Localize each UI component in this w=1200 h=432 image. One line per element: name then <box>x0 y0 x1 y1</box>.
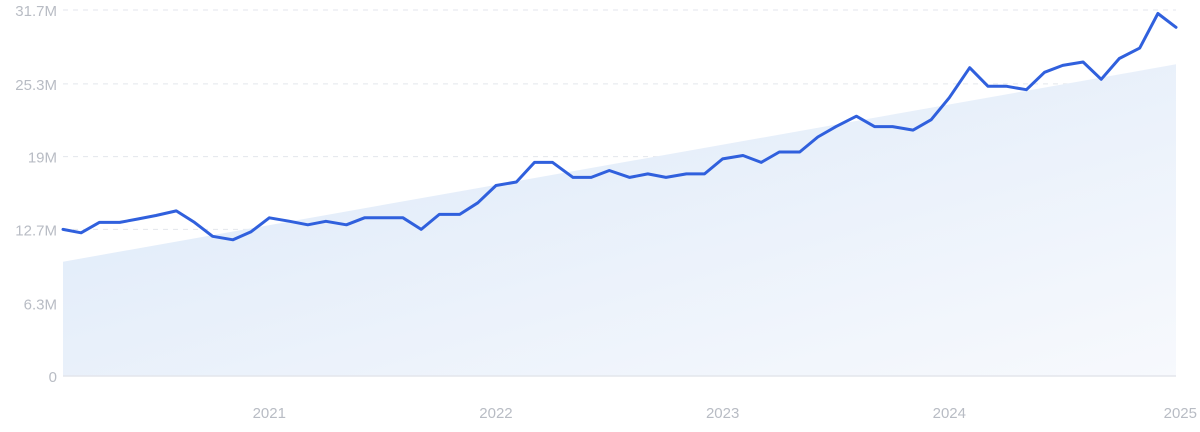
x-tick-label-1: 2022 <box>479 405 512 422</box>
data-point-29 <box>607 168 611 172</box>
data-point-15 <box>344 223 348 227</box>
data-point-39 <box>798 150 802 154</box>
data-point-25 <box>532 160 536 164</box>
y-tick-label-3: 19M <box>28 150 57 167</box>
data-point-5 <box>154 214 158 218</box>
data-point-27 <box>571 175 575 179</box>
data-point-23 <box>494 183 498 187</box>
data-point-1 <box>79 231 83 235</box>
data-point-10 <box>249 230 253 234</box>
y-axis-ticks: 0 6.3M 12.7M 19M 25.3M 31.7M <box>15 3 57 386</box>
data-point-36 <box>741 153 745 157</box>
data-point-6 <box>174 209 178 213</box>
data-point-32 <box>664 175 668 179</box>
data-point-54 <box>1081 60 1085 64</box>
data-point-58 <box>1156 11 1160 15</box>
data-point-4 <box>136 217 140 221</box>
x-tick-label-4: 2025 <box>1164 405 1197 422</box>
data-point-2 <box>97 220 101 224</box>
data-point-24 <box>514 180 518 184</box>
data-point-59 <box>1174 25 1178 29</box>
data-point-13 <box>306 223 310 227</box>
data-point-49 <box>986 84 990 88</box>
data-point-43 <box>873 125 877 129</box>
data-point-21 <box>458 212 462 216</box>
data-point-11 <box>267 216 271 220</box>
data-point-20 <box>437 212 441 216</box>
data-point-56 <box>1117 56 1121 60</box>
data-point-31 <box>646 172 650 176</box>
data-point-41 <box>834 125 838 129</box>
x-tick-label-0: 2021 <box>253 405 286 422</box>
data-point-52 <box>1043 70 1047 74</box>
data-point-40 <box>816 135 820 139</box>
data-point-55 <box>1099 77 1103 81</box>
data-point-46 <box>929 118 933 122</box>
x-tick-label-2: 2023 <box>706 405 739 422</box>
data-point-0 <box>61 227 65 231</box>
data-point-18 <box>401 216 405 220</box>
data-point-22 <box>476 201 480 205</box>
data-point-47 <box>947 96 951 100</box>
data-point-42 <box>854 114 858 118</box>
data-point-7 <box>192 220 196 224</box>
data-point-33 <box>684 172 688 176</box>
y-tick-label-4: 25.3M <box>15 77 57 94</box>
data-point-48 <box>968 66 972 70</box>
data-point-9 <box>231 238 235 242</box>
data-point-45 <box>911 128 915 132</box>
data-point-30 <box>628 175 632 179</box>
data-point-19 <box>419 227 423 231</box>
y-tick-label-1: 6.3M <box>24 296 57 313</box>
x-tick-label-3: 2024 <box>933 405 966 422</box>
data-point-12 <box>288 219 292 223</box>
data-point-57 <box>1138 46 1142 50</box>
data-point-26 <box>551 160 555 164</box>
data-point-38 <box>777 150 781 154</box>
data-point-44 <box>891 125 895 129</box>
data-point-35 <box>721 157 725 161</box>
y-tick-label-2: 12.7M <box>15 222 57 239</box>
data-point-53 <box>1061 63 1065 67</box>
data-point-8 <box>211 234 215 238</box>
data-point-14 <box>324 219 328 223</box>
data-point-28 <box>589 175 593 179</box>
data-point-3 <box>118 220 122 224</box>
data-point-16 <box>362 216 366 220</box>
data-point-17 <box>381 216 385 220</box>
data-point-51 <box>1024 88 1028 92</box>
y-tick-label-0: 0 <box>49 369 57 386</box>
data-point-34 <box>703 172 707 176</box>
trend-area <box>63 64 1176 376</box>
y-tick-label-5: 31.7M <box>15 3 57 20</box>
data-point-50 <box>1004 84 1008 88</box>
x-axis-ticks: 2021 2022 2023 2024 2025 <box>253 405 1197 422</box>
series-line <box>61 12 1178 242</box>
data-point-37 <box>759 160 763 164</box>
